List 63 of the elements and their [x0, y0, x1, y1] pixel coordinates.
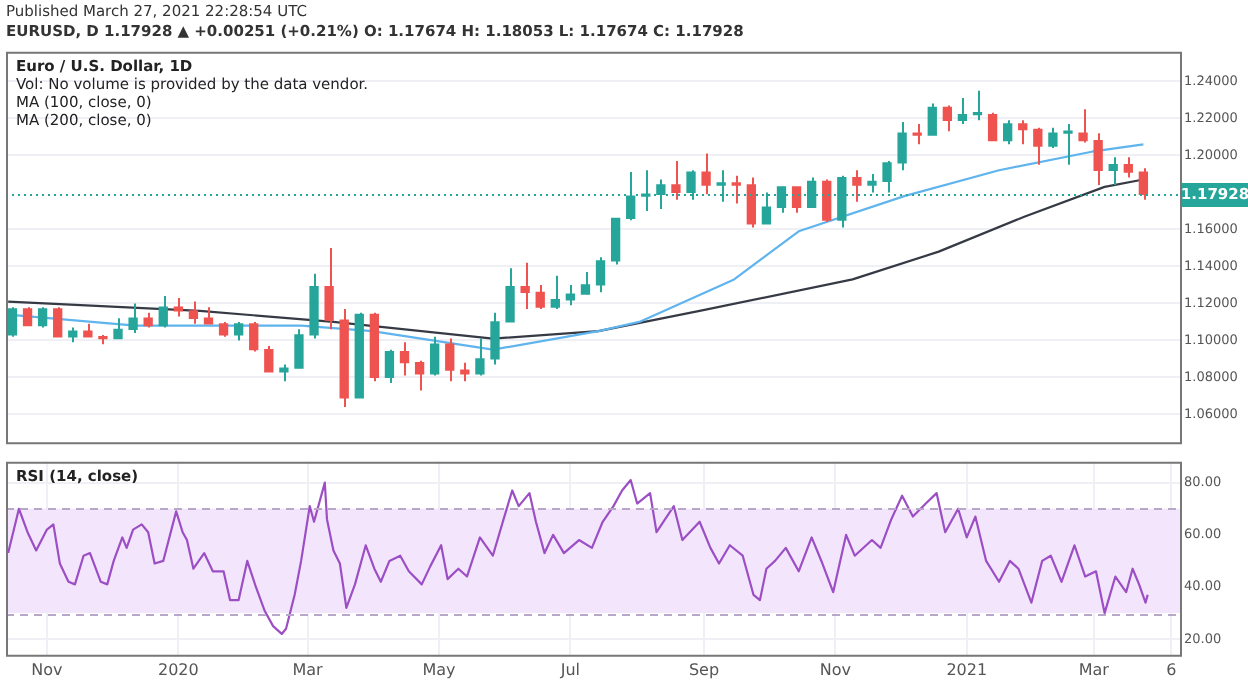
candlestick	[822, 178, 832, 224]
candlestick	[158, 295, 168, 329]
candlestick	[610, 217, 621, 266]
candlestick	[1003, 119, 1013, 146]
candlestick	[294, 328, 304, 370]
candlestick	[7, 306, 18, 338]
candlestick	[1123, 156, 1133, 179]
candlestick	[37, 306, 48, 329]
x-tick-label: Jul	[558, 660, 581, 679]
candlestick	[233, 320, 244, 342]
candlestick	[1108, 156, 1118, 187]
candlestick	[987, 111, 998, 142]
candlestick	[188, 300, 199, 325]
x-tick-label: 6	[1166, 660, 1177, 679]
x-tick-label: Mar	[292, 660, 325, 679]
candlestick	[414, 359, 425, 392]
candlestick	[475, 337, 485, 377]
x-tick-label: Nov	[819, 660, 852, 679]
candlestick	[1063, 122, 1073, 166]
candlestick	[791, 185, 802, 214]
candlestick	[384, 348, 395, 384]
candlestick	[957, 97, 968, 125]
candlestick	[249, 320, 259, 353]
candlestick	[399, 341, 410, 377]
candlestick	[460, 361, 470, 383]
candlestick	[1018, 119, 1028, 146]
candlestick	[1093, 132, 1103, 187]
candlestick	[445, 337, 455, 383]
candlestick	[535, 283, 545, 310]
candlestick	[53, 306, 63, 338]
candlestick	[746, 176, 756, 229]
x-tick-label: 2021	[946, 660, 988, 679]
candlestick	[1033, 126, 1043, 166]
candlestick	[1048, 126, 1058, 150]
candlestick	[852, 169, 862, 203]
candlestick	[430, 335, 440, 377]
candlestick	[927, 102, 937, 137]
x-tick-label: Nov	[31, 660, 64, 679]
candlestick	[580, 270, 591, 296]
candlestick	[22, 306, 33, 327]
candlestick	[897, 121, 907, 172]
x-tick-label: Mar	[1078, 660, 1111, 679]
candlestick	[173, 296, 183, 318]
candlestick	[671, 159, 681, 201]
candlestick	[264, 344, 274, 373]
x-tick-label: May	[422, 660, 457, 679]
candlestick	[550, 274, 560, 310]
candlestick	[701, 152, 711, 196]
candlestick	[912, 122, 922, 146]
candlestick	[867, 172, 877, 194]
candlestick	[520, 261, 530, 310]
candlestick	[595, 256, 606, 294]
candlestick	[490, 311, 500, 366]
candlestick	[1078, 108, 1088, 144]
x-tick-label: Sep	[688, 660, 720, 679]
candlestick	[731, 174, 741, 205]
x-tick-label: 2020	[157, 660, 199, 679]
candlestick	[1138, 167, 1149, 201]
candlestick	[505, 267, 515, 323]
candlestick	[128, 302, 138, 335]
candlestick	[324, 246, 334, 331]
candlestick	[942, 104, 953, 133]
candlestick	[113, 317, 123, 340]
